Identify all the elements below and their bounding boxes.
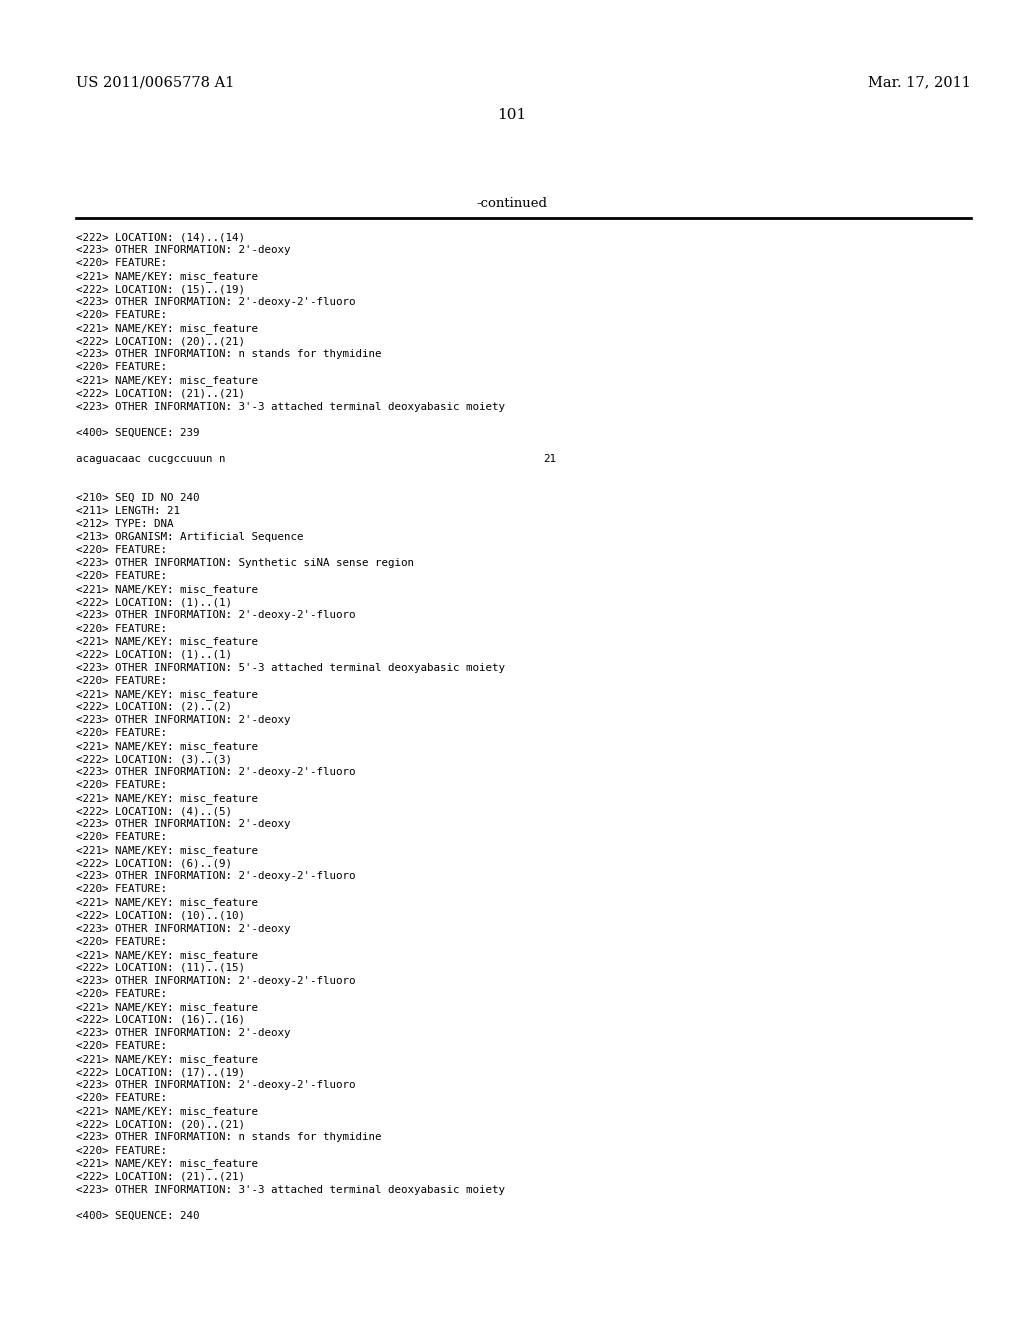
Text: acaguacaac cucgccuuun n: acaguacaac cucgccuuun n: [76, 454, 225, 463]
Text: <220> FEATURE:: <220> FEATURE:: [76, 833, 167, 842]
Text: <222> LOCATION: (14)..(14): <222> LOCATION: (14)..(14): [76, 232, 245, 242]
Text: <220> FEATURE:: <220> FEATURE:: [76, 780, 167, 791]
Text: <400> SEQUENCE: 239: <400> SEQUENCE: 239: [76, 428, 200, 438]
Text: <221> NAME/KEY: misc_feature: <221> NAME/KEY: misc_feature: [76, 271, 258, 282]
Text: 101: 101: [498, 108, 526, 121]
Text: <222> LOCATION: (1)..(1): <222> LOCATION: (1)..(1): [76, 598, 231, 607]
Text: <221> NAME/KEY: misc_feature: <221> NAME/KEY: misc_feature: [76, 1106, 258, 1117]
Text: <222> LOCATION: (21)..(21): <222> LOCATION: (21)..(21): [76, 1172, 245, 1181]
Text: <222> LOCATION: (10)..(10): <222> LOCATION: (10)..(10): [76, 911, 245, 920]
Text: <223> OTHER INFORMATION: 2'-deoxy-2'-fluoro: <223> OTHER INFORMATION: 2'-deoxy-2'-flu…: [76, 1080, 355, 1090]
Text: <223> OTHER INFORMATION: 5'-3 attached terminal deoxyabasic moiety: <223> OTHER INFORMATION: 5'-3 attached t…: [76, 663, 505, 673]
Text: US 2011/0065778 A1: US 2011/0065778 A1: [76, 75, 234, 88]
Text: 21: 21: [543, 454, 556, 463]
Text: <223> OTHER INFORMATION: 2'-deoxy: <223> OTHER INFORMATION: 2'-deoxy: [76, 246, 290, 255]
Text: <223> OTHER INFORMATION: 3'-3 attached terminal deoxyabasic moiety: <223> OTHER INFORMATION: 3'-3 attached t…: [76, 1184, 505, 1195]
Text: <221> NAME/KEY: misc_feature: <221> NAME/KEY: misc_feature: [76, 1055, 258, 1065]
Text: <220> FEATURE:: <220> FEATURE:: [76, 545, 167, 556]
Text: <222> LOCATION: (17)..(19): <222> LOCATION: (17)..(19): [76, 1067, 245, 1077]
Text: -continued: -continued: [476, 197, 548, 210]
Text: <222> LOCATION: (21)..(21): <222> LOCATION: (21)..(21): [76, 388, 245, 399]
Text: <223> OTHER INFORMATION: 2'-deoxy: <223> OTHER INFORMATION: 2'-deoxy: [76, 924, 290, 933]
Text: <223> OTHER INFORMATION: 2'-deoxy-2'-fluoro: <223> OTHER INFORMATION: 2'-deoxy-2'-flu…: [76, 610, 355, 620]
Text: <222> LOCATION: (20)..(21): <222> LOCATION: (20)..(21): [76, 337, 245, 346]
Text: <221> NAME/KEY: misc_feature: <221> NAME/KEY: misc_feature: [76, 689, 258, 700]
Text: <221> NAME/KEY: misc_feature: <221> NAME/KEY: misc_feature: [76, 898, 258, 908]
Text: <213> ORGANISM: Artificial Sequence: <213> ORGANISM: Artificial Sequence: [76, 532, 303, 543]
Text: <220> FEATURE:: <220> FEATURE:: [76, 937, 167, 946]
Text: <220> FEATURE:: <220> FEATURE:: [76, 1041, 167, 1051]
Text: <222> LOCATION: (4)..(5): <222> LOCATION: (4)..(5): [76, 807, 231, 816]
Text: <220> FEATURE:: <220> FEATURE:: [76, 1146, 167, 1155]
Text: <221> NAME/KEY: misc_feature: <221> NAME/KEY: misc_feature: [76, 323, 258, 334]
Text: <220> FEATURE:: <220> FEATURE:: [76, 310, 167, 321]
Text: <210> SEQ ID NO 240: <210> SEQ ID NO 240: [76, 492, 200, 503]
Text: <223> OTHER INFORMATION: 2'-deoxy: <223> OTHER INFORMATION: 2'-deoxy: [76, 1028, 290, 1038]
Text: <220> FEATURE:: <220> FEATURE:: [76, 623, 167, 634]
Text: <400> SEQUENCE: 240: <400> SEQUENCE: 240: [76, 1210, 200, 1221]
Text: <223> OTHER INFORMATION: 2'-deoxy-2'-fluoro: <223> OTHER INFORMATION: 2'-deoxy-2'-flu…: [76, 767, 355, 777]
Text: <220> FEATURE:: <220> FEATURE:: [76, 572, 167, 581]
Text: <221> NAME/KEY: misc_feature: <221> NAME/KEY: misc_feature: [76, 1002, 258, 1012]
Text: <222> LOCATION: (1)..(1): <222> LOCATION: (1)..(1): [76, 649, 231, 660]
Text: <220> FEATURE:: <220> FEATURE:: [76, 676, 167, 685]
Text: <220> FEATURE:: <220> FEATURE:: [76, 259, 167, 268]
Text: <223> OTHER INFORMATION: n stands for thymidine: <223> OTHER INFORMATION: n stands for th…: [76, 350, 381, 359]
Text: <223> OTHER INFORMATION: 3'-3 attached terminal deoxyabasic moiety: <223> OTHER INFORMATION: 3'-3 attached t…: [76, 401, 505, 412]
Text: <221> NAME/KEY: misc_feature: <221> NAME/KEY: misc_feature: [76, 793, 258, 804]
Text: <221> NAME/KEY: misc_feature: <221> NAME/KEY: misc_feature: [76, 636, 258, 647]
Text: <222> LOCATION: (6)..(9): <222> LOCATION: (6)..(9): [76, 858, 231, 869]
Text: <223> OTHER INFORMATION: 2'-deoxy-2'-fluoro: <223> OTHER INFORMATION: 2'-deoxy-2'-flu…: [76, 297, 355, 308]
Text: <221> NAME/KEY: misc_feature: <221> NAME/KEY: misc_feature: [76, 741, 258, 752]
Text: <222> LOCATION: (2)..(2): <222> LOCATION: (2)..(2): [76, 702, 231, 711]
Text: <220> FEATURE:: <220> FEATURE:: [76, 884, 167, 895]
Text: <221> NAME/KEY: misc_feature: <221> NAME/KEY: misc_feature: [76, 585, 258, 595]
Text: <223> OTHER INFORMATION: Synthetic siNA sense region: <223> OTHER INFORMATION: Synthetic siNA …: [76, 558, 414, 568]
Text: Mar. 17, 2011: Mar. 17, 2011: [868, 75, 971, 88]
Text: <222> LOCATION: (20)..(21): <222> LOCATION: (20)..(21): [76, 1119, 245, 1130]
Text: <220> FEATURE:: <220> FEATURE:: [76, 727, 167, 738]
Text: <220> FEATURE:: <220> FEATURE:: [76, 1093, 167, 1104]
Text: <221> NAME/KEY: misc_feature: <221> NAME/KEY: misc_feature: [76, 950, 258, 961]
Text: <223> OTHER INFORMATION: n stands for thymidine: <223> OTHER INFORMATION: n stands for th…: [76, 1133, 381, 1142]
Text: <211> LENGTH: 21: <211> LENGTH: 21: [76, 506, 180, 516]
Text: <221> NAME/KEY: misc_feature: <221> NAME/KEY: misc_feature: [76, 1159, 258, 1170]
Text: <221> NAME/KEY: misc_feature: <221> NAME/KEY: misc_feature: [76, 376, 258, 387]
Text: <222> LOCATION: (11)..(15): <222> LOCATION: (11)..(15): [76, 962, 245, 973]
Text: <223> OTHER INFORMATION: 2'-deoxy-2'-fluoro: <223> OTHER INFORMATION: 2'-deoxy-2'-flu…: [76, 975, 355, 986]
Text: <212> TYPE: DNA: <212> TYPE: DNA: [76, 519, 173, 529]
Text: <222> LOCATION: (3)..(3): <222> LOCATION: (3)..(3): [76, 754, 231, 764]
Text: <222> LOCATION: (16)..(16): <222> LOCATION: (16)..(16): [76, 1015, 245, 1026]
Text: <221> NAME/KEY: misc_feature: <221> NAME/KEY: misc_feature: [76, 845, 258, 857]
Text: <223> OTHER INFORMATION: 2'-deoxy: <223> OTHER INFORMATION: 2'-deoxy: [76, 820, 290, 829]
Text: <223> OTHER INFORMATION: 2'-deoxy: <223> OTHER INFORMATION: 2'-deoxy: [76, 715, 290, 725]
Text: <220> FEATURE:: <220> FEATURE:: [76, 989, 167, 999]
Text: <222> LOCATION: (15)..(19): <222> LOCATION: (15)..(19): [76, 284, 245, 294]
Text: <223> OTHER INFORMATION: 2'-deoxy-2'-fluoro: <223> OTHER INFORMATION: 2'-deoxy-2'-flu…: [76, 871, 355, 882]
Text: <220> FEATURE:: <220> FEATURE:: [76, 363, 167, 372]
